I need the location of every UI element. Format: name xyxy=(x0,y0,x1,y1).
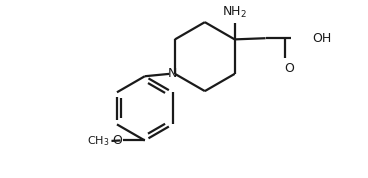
Text: N: N xyxy=(167,67,177,80)
Text: NH$_2$: NH$_2$ xyxy=(222,5,247,20)
Text: O: O xyxy=(112,134,122,147)
Text: O: O xyxy=(284,62,294,75)
Text: CH$_3$: CH$_3$ xyxy=(87,134,110,148)
Text: OH: OH xyxy=(313,32,332,45)
